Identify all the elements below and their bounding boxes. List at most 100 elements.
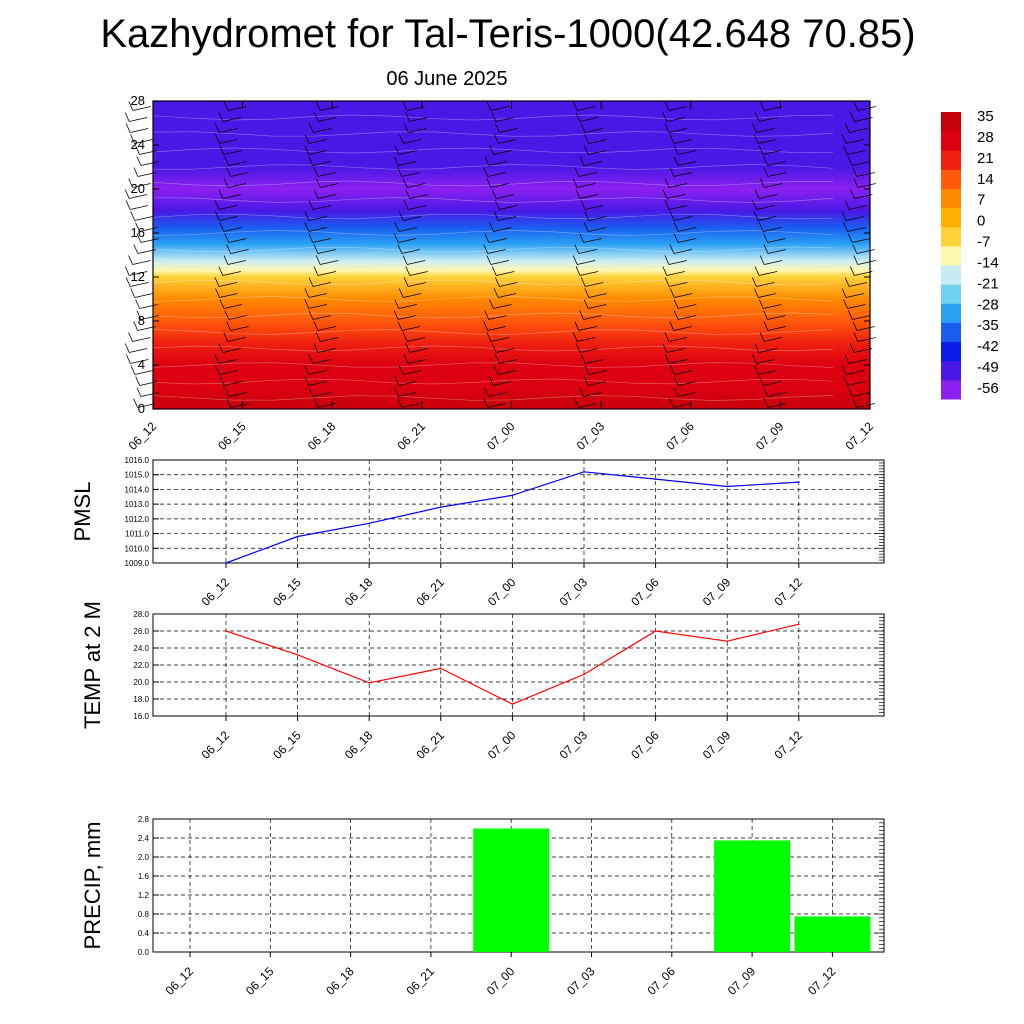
wind-barb [494, 200, 518, 210]
wind-barb [759, 376, 782, 386]
x-tick-label: 06_15 [243, 964, 277, 998]
wind-barb [398, 211, 422, 221]
wind-barb [853, 101, 876, 111]
isoline [152, 279, 834, 286]
isoline [152, 345, 834, 352]
wind-barb [579, 387, 602, 397]
wind-barb [843, 222, 866, 232]
wind-barb [484, 310, 507, 320]
x-tick-label: 06_18 [342, 575, 376, 609]
wind-barb [495, 354, 518, 364]
y-tick-label: 1010.0 [125, 544, 150, 553]
wind-barb [403, 200, 427, 210]
wind-barb [580, 123, 604, 133]
wind-barb [315, 255, 339, 265]
wind-barb [313, 112, 337, 122]
wind-barb [843, 376, 866, 386]
wind-barb [752, 123, 775, 133]
temp-point [440, 667, 442, 670]
y-tick-label: 4 [138, 357, 145, 372]
y-axis-label: TEMP at 2 M [80, 601, 105, 729]
x-tick-label: 06_12 [163, 964, 197, 998]
wind-barb [664, 123, 688, 133]
wind-barb [315, 332, 339, 342]
wind-barb [494, 123, 518, 133]
wind-barb [673, 310, 697, 320]
colorbar-label: 14 [977, 171, 994, 188]
wind-barb [574, 167, 597, 177]
wind-barb [841, 365, 865, 375]
colorbar-box [941, 341, 961, 362]
wind-barb [304, 376, 327, 386]
wind-barb [763, 167, 787, 177]
wind-barb [763, 321, 786, 331]
wind-barb [584, 288, 607, 298]
colorbar-box [941, 379, 961, 400]
wind-barb [488, 376, 512, 386]
y-tick-label: 16.0 [133, 712, 149, 721]
wind-barb [313, 189, 337, 199]
wind-barb [572, 332, 596, 342]
wind-barb [572, 178, 596, 188]
isoline [152, 378, 834, 385]
colorbar-box [941, 226, 961, 247]
wind-barb [304, 365, 327, 375]
wind-barb [125, 277, 149, 287]
wind-barb [484, 233, 507, 243]
wind-barb [758, 145, 782, 155]
wind-barb [583, 222, 607, 232]
y-tick-label: 1.2 [138, 891, 150, 900]
colorbar-box [941, 131, 961, 151]
wind-barb [491, 112, 515, 122]
isoline [152, 213, 834, 220]
colorbar-box [941, 150, 961, 170]
wind-barb [403, 123, 427, 133]
x-tick-label: 06_18 [305, 419, 339, 453]
wind-barb [218, 343, 241, 353]
wind-barb [135, 222, 158, 232]
wind-barb [669, 321, 692, 331]
pmsl-point [296, 535, 299, 538]
wind-barb [673, 222, 697, 232]
wind-barb [844, 200, 868, 210]
wind-barb [483, 244, 506, 254]
x-tick-label: 07_03 [574, 419, 608, 453]
wind-barb [219, 222, 242, 232]
wind-barb [753, 211, 777, 221]
wind-barb [575, 112, 598, 122]
y-tick-label: 24.0 [133, 644, 149, 653]
isoline [152, 362, 834, 368]
wind-barb [214, 354, 238, 364]
wind-barb [847, 310, 871, 320]
wind-barb [308, 354, 331, 364]
y-tick-label: 1016.0 [125, 456, 150, 465]
x-tick-label: 06_21 [413, 575, 447, 609]
x-tick-label: 06_18 [342, 728, 376, 762]
wind-barb [664, 354, 688, 364]
precip-bar [794, 916, 871, 952]
wind-barb [136, 156, 159, 166]
y-tick-label: 20 [131, 181, 145, 196]
y-tick-label: 2.8 [138, 815, 150, 824]
wind-barb [484, 156, 507, 166]
wind-barb [304, 145, 327, 155]
precip-bar [714, 840, 791, 952]
wind-barb [763, 310, 786, 320]
x-tick-label: 07_06 [644, 964, 678, 998]
x-tick-label: 07_09 [700, 575, 734, 609]
pmsl-point [583, 471, 585, 473]
x-tick-label: 07_12 [805, 964, 839, 998]
x-tick-label: 06_15 [215, 419, 249, 453]
wind-barb [489, 145, 512, 155]
y-tick-label: 1015.0 [125, 471, 150, 480]
wind-barb [308, 233, 331, 243]
wind-barb [583, 299, 607, 309]
wind-barb [493, 365, 517, 375]
colorbar-label: -56 [977, 380, 999, 397]
wind-barb [128, 101, 151, 111]
wind-barb [669, 244, 692, 254]
temp-point [726, 640, 728, 642]
wind-barb [394, 299, 417, 309]
precip-panel: 0.0 0.4 0.8 1.2 1.6 2.0 2.4 2.8 06_12 06_15 06_18 0… [80, 815, 885, 998]
wind-barb [758, 222, 782, 232]
